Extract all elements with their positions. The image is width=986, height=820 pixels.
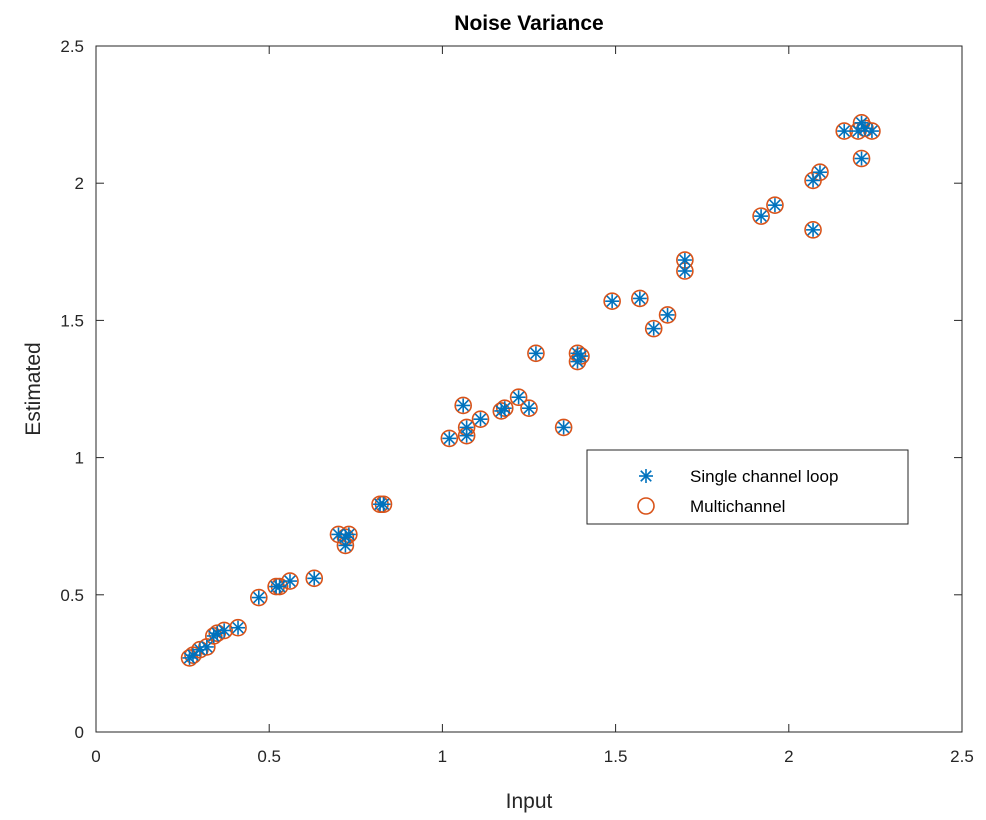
y-tick-label: 0 [75,723,84,742]
multichannel-point [440,429,459,448]
single-channel-point [854,151,869,166]
legend-label-multichannel: Multichannel [690,497,785,516]
multichannel-point [752,207,770,225]
single-channel-point [806,173,821,188]
single-channel-point [185,648,200,663]
plot-area [95,45,963,733]
multichannel-point [527,344,545,363]
single-channel-point [570,346,585,361]
multichannel-point [454,396,472,415]
single-channel-point [473,412,488,427]
single-channel-point [307,571,322,586]
single-channel-point [806,222,821,237]
single-channel-point [528,346,543,361]
single-channel-point [231,620,246,635]
legend-marker-single-channel [639,469,653,483]
single-channel-point [660,307,675,322]
single-channel-point [282,574,297,589]
single-channel-point [632,291,647,306]
multichannel-point [492,402,511,420]
y-tick-label: 2.5 [60,37,84,56]
multichannel-point [766,196,784,214]
multichannel-point [804,221,822,239]
single-channel-point [338,538,353,553]
single-channel-point [199,639,214,654]
multichannel-point [281,572,299,590]
x-tick-label: 2.5 [950,747,974,766]
y-axis-label: Estimated [22,342,45,435]
x-tick-label: 2 [784,747,793,766]
multichannel-point [229,618,247,637]
single-channel-point [646,321,661,336]
single-channel-point [511,390,526,405]
single-channel-point [677,253,692,268]
single-channel-point [812,165,827,180]
multichannel-point [631,289,649,308]
chart-title: Noise Variance [454,12,603,35]
multichannel-point [644,319,663,338]
multichannel-point [305,569,324,588]
single-channel-points [182,115,879,665]
y-tick-label: 2 [75,174,84,193]
single-channel-point [217,623,232,638]
multichannel-point [509,388,528,407]
multichannel-point [250,588,268,607]
multichannel-point [520,399,538,418]
single-channel-point [272,579,287,594]
single-channel-point [754,209,769,224]
x-tick-label: 1 [438,747,447,766]
multichannel-point [852,149,871,168]
single-channel-point [522,401,536,416]
x-tick-label: 0.5 [257,747,281,766]
single-channel-point [459,420,474,435]
y-tick-label: 1 [75,449,84,468]
single-channel-point [459,428,474,443]
legend-circle-icon [637,497,655,515]
single-channel-point [497,401,512,416]
legend-star-icon [639,469,653,483]
single-channel-point [456,398,471,413]
tick-labels: 0 0.5 1 1.5 2 2.5 0 0.5 1 1.5 2 2.5 [60,37,973,766]
multichannel-point [471,410,490,428]
axis-ticks [95,45,963,733]
multichannel-point [495,399,514,418]
multichannel-point [204,627,223,645]
single-channel-point [341,527,356,542]
single-channel-point [442,431,457,446]
single-channel-point [837,124,852,139]
x-tick-label: 0 [91,747,100,766]
single-channel-point [376,497,391,512]
y-tick-label: 1.5 [60,311,84,330]
legend: Single channel loop Multichannel [586,449,909,525]
single-channel-point [864,124,879,139]
legend-marker-multichannel [637,497,655,515]
single-channel-point [605,294,620,309]
legend-label-single-channel: Single channel loop [690,467,838,486]
x-tick-label: 1.5 [604,747,628,766]
multichannel-point [215,621,233,640]
multichannel-point [658,306,677,324]
multichannel-point [603,292,621,310]
single-channel-point [767,198,782,213]
single-channel-point [854,115,869,130]
single-channel-point [556,420,571,435]
single-channel-point [251,590,266,605]
x-axis-label: Input [506,790,553,813]
multichannel-point [554,418,573,437]
y-tick-label: 0.5 [60,586,84,605]
